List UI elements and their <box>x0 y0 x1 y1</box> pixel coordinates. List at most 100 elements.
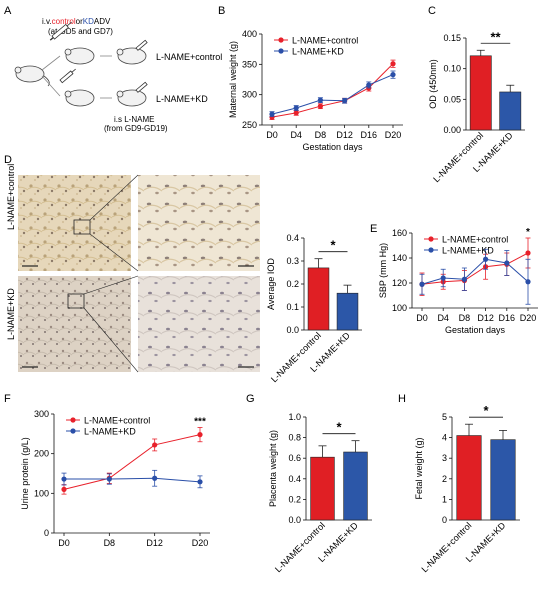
mouse-icon <box>116 89 147 107</box>
series-line <box>421 258 529 285</box>
y-tick-label: 100 <box>392 303 407 313</box>
panel-letter-d: D <box>4 154 12 166</box>
panel-letter-h: H <box>398 393 406 405</box>
panel-letter-b: B <box>218 5 225 17</box>
micrograph-kd-high <box>138 276 260 372</box>
data-point <box>440 275 446 281</box>
y-tick-label: 0.0 <box>286 325 299 335</box>
x-tick-label: D20 <box>385 130 402 140</box>
legend-label: L-NAME+control <box>442 235 508 245</box>
legend-label: L-NAME+KD <box>292 47 344 57</box>
y-tick-label: 120 <box>392 278 407 288</box>
x-tick-label: L-NAME+control <box>273 520 327 574</box>
data-point <box>317 103 323 109</box>
x-tick-label: L-NAME+control <box>269 330 323 384</box>
x-tick-label: D8 <box>459 313 471 323</box>
y-axis-label: SBP (mm Hg) <box>378 243 388 298</box>
panel-d-micrographs: L-NAME+control L-NAME+KD <box>6 164 260 373</box>
zoom-line <box>89 174 139 221</box>
y-tick-label: 0 <box>442 515 447 525</box>
legend-marker <box>278 48 284 54</box>
y-tick-label: 160 <box>392 228 407 238</box>
data-point <box>197 479 203 485</box>
y-tick-label: 1.0 <box>288 412 301 422</box>
y-tick-label: 5 <box>442 412 447 422</box>
zoom-line <box>83 275 139 295</box>
y-tick-label: 0 <box>44 528 49 538</box>
bar <box>469 55 492 131</box>
bar <box>336 292 359 331</box>
y-tick-label: 250 <box>242 120 257 130</box>
y-tick-label: 140 <box>392 253 407 263</box>
y-tick-label: 0.3 <box>286 256 299 266</box>
data-point <box>197 432 203 438</box>
injection-label: i.v.controlorKDADV <box>42 17 111 26</box>
significance-marker: ** <box>490 29 501 44</box>
group-label-control: L-NAME+control <box>156 52 222 62</box>
y-tick-label: 0.00 <box>443 125 461 135</box>
x-tick-label: D20 <box>520 313 537 323</box>
bar <box>499 91 522 131</box>
data-point <box>461 276 467 282</box>
y-tick-label: 0.1 <box>286 302 299 312</box>
data-point <box>61 476 67 482</box>
significance-marker: * <box>526 227 530 238</box>
bar <box>310 456 335 521</box>
y-tick-label: 0.8 <box>288 433 301 443</box>
y-tick-label: 300 <box>242 90 257 100</box>
y-tick-label: 0.0 <box>288 515 301 525</box>
micrograph-control-low <box>18 175 131 271</box>
series-line <box>63 434 201 490</box>
legend-label: L-NAME+KD <box>442 246 494 256</box>
syringe-icon <box>135 39 148 51</box>
micrograph-kd-low <box>18 276 131 372</box>
bar <box>343 451 368 521</box>
panel-letter-c: C <box>428 5 436 17</box>
y-axis-label: Fetal weight (g) <box>414 437 424 499</box>
data-point <box>390 72 396 78</box>
y-axis-label: Urine protein (g/L) <box>20 437 30 510</box>
y-tick-label: 0.05 <box>443 94 461 104</box>
y-tick-label: 400 <box>242 29 257 39</box>
legend-label: L-NAME+control <box>292 36 358 46</box>
significance-marker: * <box>483 403 489 418</box>
y-tick-label: 0.15 <box>443 33 461 43</box>
series-line <box>64 477 201 483</box>
panel-letter-f: F <box>4 393 11 405</box>
lname-label: i.s L-NAME <box>114 115 154 124</box>
y-axis-label: Maternal weight (g) <box>228 41 238 118</box>
branch-line-lower <box>41 75 61 97</box>
y-tick-label: 0.4 <box>286 233 299 243</box>
injection-days-label: (at GD5 and GD7) <box>48 27 113 36</box>
bar <box>456 435 482 521</box>
data-point <box>525 250 531 256</box>
x-tick-label: L-NAME+control <box>419 520 473 574</box>
x-tick-label: D4 <box>437 313 449 323</box>
legend-marker <box>428 236 434 242</box>
data-point <box>152 442 158 448</box>
mouse-icon <box>64 47 95 65</box>
zoom-line <box>83 307 139 373</box>
panel-a-schematic: i.v.controlorKDADV (at GD5 and GD7) <box>14 17 222 133</box>
y-tick-label: 0.2 <box>286 279 299 289</box>
x-tick-label: D12 <box>146 538 163 548</box>
mouse-icon <box>14 65 50 87</box>
row-label-control: L-NAME+control <box>6 164 16 230</box>
y-tick-label: 300 <box>34 409 49 419</box>
data-point <box>152 475 158 481</box>
y-tick-label: 2 <box>442 474 447 484</box>
significance-marker: * <box>336 420 342 435</box>
panel-letter-g: G <box>246 393 255 405</box>
y-tick-label: 3 <box>442 453 447 463</box>
data-point <box>269 111 275 117</box>
data-point <box>483 256 489 262</box>
x-tick-label: D12 <box>477 313 494 323</box>
y-tick-label: 0.6 <box>288 453 301 463</box>
panel-letter-a: A <box>4 5 12 17</box>
mouse-icon <box>64 89 95 107</box>
data-point <box>366 82 372 88</box>
data-point <box>61 486 67 492</box>
series-line <box>421 252 529 285</box>
x-tick-label: D0 <box>58 538 70 548</box>
data-point <box>342 98 348 104</box>
